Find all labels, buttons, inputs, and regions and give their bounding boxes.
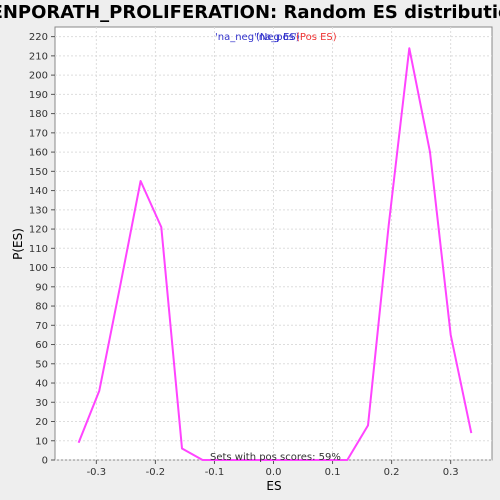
y-tick-label: 210 <box>29 51 48 62</box>
y-tick-label: 50 <box>35 359 48 370</box>
y-tick-label: 170 <box>29 128 48 139</box>
x-tick-label: 0.3 <box>443 467 459 478</box>
x-tick-label: 0.1 <box>325 467 341 478</box>
y-tick-label: 30 <box>35 398 48 409</box>
x-tick-label: -0.3 <box>87 467 107 478</box>
y-tick-label: 110 <box>29 244 48 255</box>
x-tick-label: -0.1 <box>205 467 225 478</box>
y-tick-label: 80 <box>35 302 48 313</box>
y-axis-label: P(ES) <box>11 228 25 260</box>
y-axis: 0 10 20 30 40 50 60 70 80 90 100 110 120 130 140 150 160… <box>29 32 55 467</box>
y-tick-label: 20 <box>35 417 48 428</box>
series-group <box>77 47 473 461</box>
legend-item: (Neg ES) <box>256 32 300 43</box>
x-tick-label: -0.2 <box>146 467 166 478</box>
x-axis-label: ES <box>266 479 281 493</box>
series-line <box>77 47 473 461</box>
x-tick-label: 0.0 <box>266 467 282 478</box>
y-tick-label: 60 <box>35 340 48 351</box>
y-tick-label: 140 <box>29 186 48 197</box>
y-tick-label: 180 <box>29 109 48 120</box>
legend-item: (Pos ES) <box>296 32 337 43</box>
chart-title: BENPORATH_PROLIFERATION: Random ES distr… <box>0 2 500 23</box>
x-tick-label: 0.2 <box>384 467 400 478</box>
y-tick-label: 150 <box>29 167 48 178</box>
y-tick-label: 120 <box>29 225 48 236</box>
pos-score-annotation: Sets with pos scores: 59% <box>210 452 341 463</box>
y-tick-label: 200 <box>29 71 48 82</box>
legend-item: 'na_neg' <box>215 32 257 43</box>
legend: 'na_neg' (Neg ES)'na_pos' (Pos ES) <box>215 32 337 43</box>
y-tick-label: 190 <box>29 90 48 101</box>
y-tick-label: 0 <box>42 456 48 467</box>
y-tick-label: 100 <box>29 263 48 274</box>
y-tick-label: 70 <box>35 321 48 332</box>
y-tick-label: 90 <box>35 282 48 293</box>
y-tick-label: 10 <box>35 436 48 447</box>
y-tick-label: 220 <box>29 32 48 43</box>
y-tick-label: 40 <box>35 379 48 390</box>
y-tick-label: 130 <box>29 205 48 216</box>
x-axis: -0.3 -0.2 -0.1 0.0 0.1 0.2 0.3 <box>87 460 459 478</box>
y-tick-label: 160 <box>29 148 48 159</box>
legend-item: 'na_pos' <box>256 32 297 43</box>
